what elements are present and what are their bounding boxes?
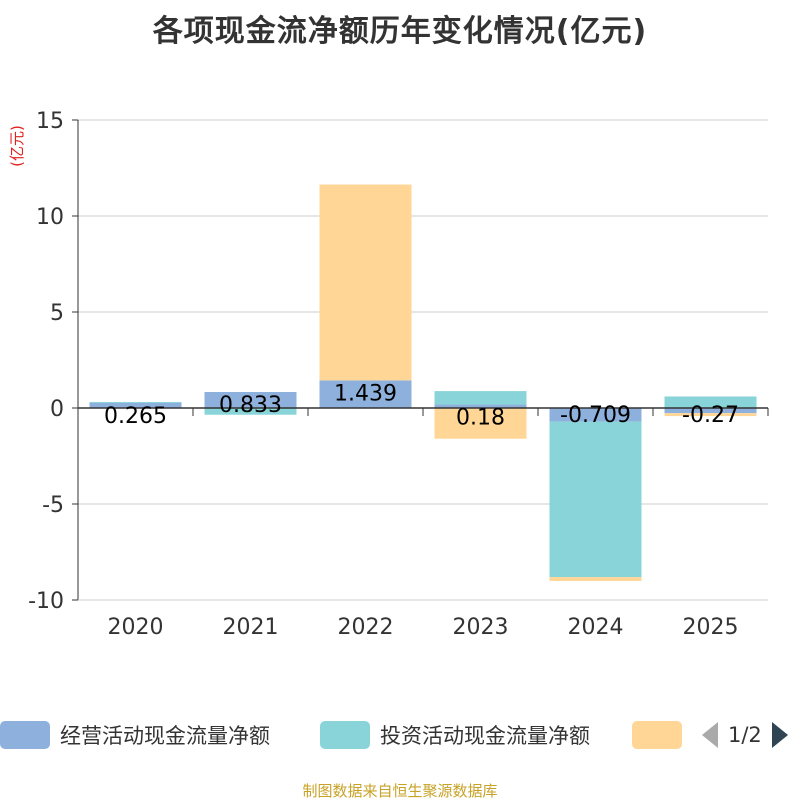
y-tick-label: 0 — [50, 397, 64, 422]
chart-plot: 15 10 5 0 -5 -10 (亿元) 2020 2021 2022 2023 2024 2025 0… — [8, 109, 769, 640]
bar-2023-series-2 — [434, 408, 527, 439]
bar-2020-series-0 — [89, 402, 182, 408]
bar-2022-series-2 — [319, 184, 412, 381]
data-label: 1.439 — [334, 381, 397, 406]
bar-2022-series-0 — [319, 380, 412, 408]
data-label: -0.27 — [682, 403, 739, 428]
legend-next-icon[interactable] — [771, 722, 788, 748]
x-tick-label: 2021 — [223, 615, 279, 640]
y-axis-label: (亿元) — [8, 125, 26, 167]
legend-page-indicator: 1/2 — [728, 723, 762, 747]
bar-2024-series-0 — [549, 408, 642, 422]
bar-2025-series-2 — [664, 413, 757, 417]
legend-swatch-investing — [320, 721, 370, 749]
bar-2025-series-1 — [664, 396, 757, 408]
bar-2021-series-0 — [204, 392, 297, 408]
x-tick-label: 2024 — [568, 615, 624, 640]
data-label: -0.709 — [560, 403, 631, 428]
bar-2023-series-0 — [434, 404, 527, 408]
y-tick-label: 15 — [36, 109, 64, 134]
chart-title: 各项现金流净额历年变化情况(亿元) — [152, 14, 648, 49]
bar-2025-series-0 — [664, 408, 757, 414]
legend-label-investing: 投资活动现金流量净额 — [380, 724, 590, 748]
x-tick-label: 2020 — [108, 615, 164, 640]
data-label: 0.18 — [456, 406, 505, 431]
legend-item-operating[interactable]: 经营活动现金流量净额 — [0, 718, 270, 752]
data-label: 0.265 — [104, 404, 167, 429]
legend-item-third[interactable] — [632, 718, 682, 752]
y-tick-label: 10 — [36, 205, 64, 230]
y-tick-label: -5 — [42, 493, 64, 518]
x-tick-label: 2022 — [338, 615, 394, 640]
y-tick-label: -10 — [28, 589, 64, 614]
data-label: 0.833 — [219, 393, 282, 418]
legend-item-investing[interactable]: 投资活动现金流量净额 — [320, 718, 590, 752]
legend-swatch-third — [632, 721, 682, 749]
bar-2024-series-2 — [549, 577, 642, 581]
bar-2020-series-1 — [89, 401, 182, 403]
legend-prev-icon[interactable] — [702, 722, 718, 748]
legend-pager: 1/2 — [702, 718, 788, 752]
y-tick-label: 5 — [50, 301, 64, 326]
x-tick-label: 2023 — [453, 615, 509, 640]
bar-2023-series-1 — [434, 391, 527, 405]
data-source-footer: 制图数据来自恒生聚源数据库 — [302, 782, 498, 800]
legend-label-operating: 经营活动现金流量净额 — [60, 724, 270, 748]
legend-swatch-operating — [0, 721, 50, 749]
bar-2021-series-1 — [204, 408, 297, 415]
x-tick-label: 2025 — [683, 615, 739, 640]
legend: 经营活动现金流量净额 投资活动现金流量净额 1/2 — [0, 718, 800, 752]
bar-2024-series-1 — [549, 421, 642, 578]
